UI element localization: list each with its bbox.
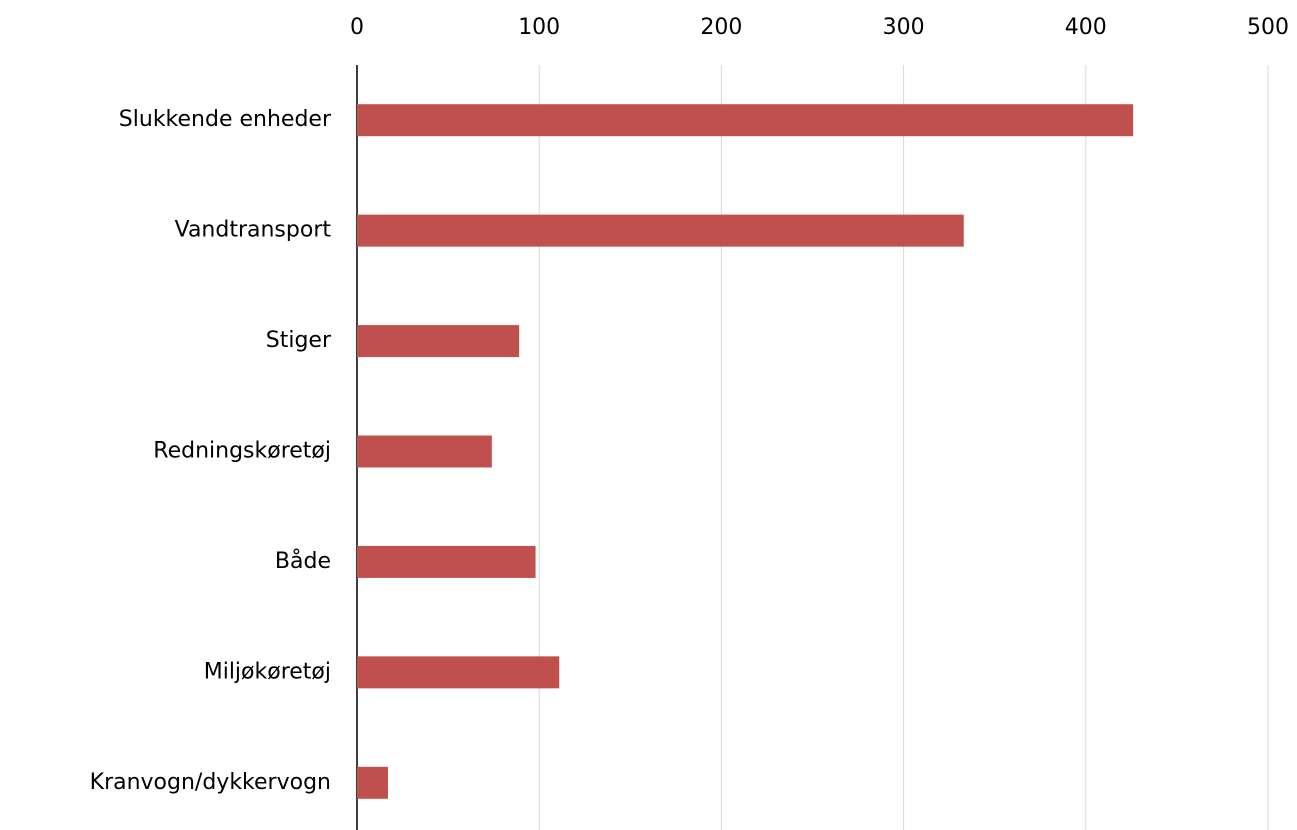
bar — [357, 766, 388, 799]
y-tick-label: Både — [275, 548, 331, 574]
y-tick-label: Slukkende enheder — [119, 107, 332, 132]
y-tick-label: Stiger — [266, 328, 332, 353]
x-tick-label: 100 — [518, 15, 560, 40]
x-tick-label: 400 — [1065, 15, 1107, 40]
bar — [357, 104, 1134, 137]
bar — [357, 545, 536, 578]
bar — [357, 214, 964, 247]
x-tick-label: 200 — [700, 15, 742, 40]
x-tick-label: 0 — [350, 15, 364, 40]
y-tick-label: Redningskøretøj — [153, 439, 331, 464]
bar — [357, 656, 560, 689]
x-tick-label: 300 — [883, 15, 925, 40]
x-tick-label: 500 — [1247, 15, 1289, 40]
bar — [357, 435, 492, 468]
y-tick-label: Kranvogn/dykkervogn — [90, 770, 331, 795]
y-tick-label: Vandtransport — [175, 218, 332, 243]
y-tick-label: Miljøkøretøj — [204, 659, 331, 684]
bar — [357, 325, 520, 358]
